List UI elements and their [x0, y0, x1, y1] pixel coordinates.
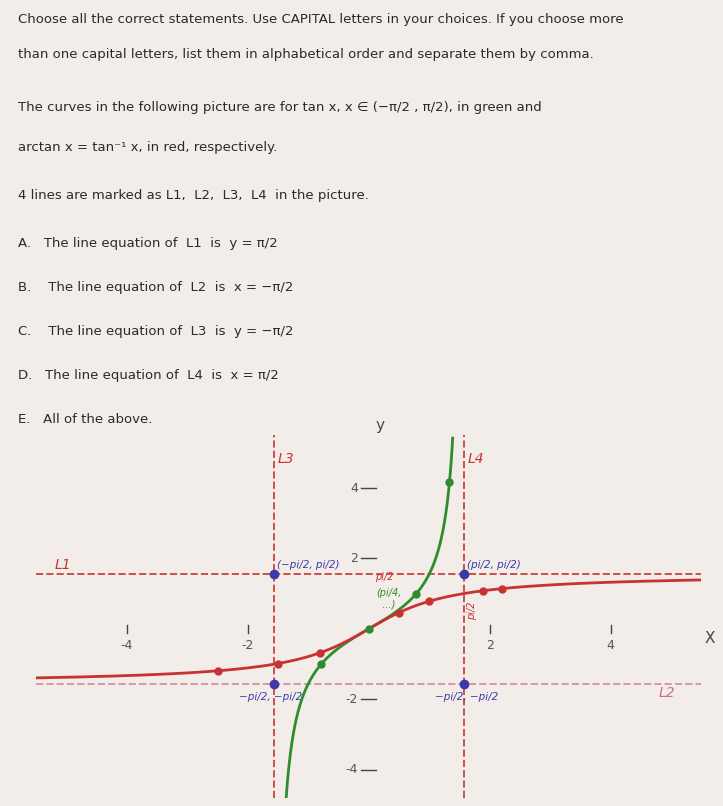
Text: -4: -4 — [346, 763, 358, 776]
Text: arctan x = tan⁻¹ x, in red, respectively.: arctan x = tan⁻¹ x, in red, respectively… — [18, 140, 278, 154]
Text: −pi/2, −pi/2: −pi/2, −pi/2 — [239, 692, 302, 702]
Text: (−pi/2, pi/2): (−pi/2, pi/2) — [278, 560, 340, 571]
Text: 2: 2 — [350, 552, 358, 565]
Text: pi/2: pi/2 — [375, 572, 393, 582]
Text: 4 lines are marked as L1,  L2,  L3,  L4  in the picture.: 4 lines are marked as L1, L2, L3, L4 in … — [18, 189, 369, 202]
Text: -4: -4 — [121, 639, 133, 652]
Text: pi/2: pi/2 — [467, 602, 476, 621]
Text: Choose all the correct statements. Use CAPITAL letters in your choices. If you c: Choose all the correct statements. Use C… — [18, 13, 624, 26]
Text: than one capital letters, list them in alphabetical order and separate them by c: than one capital letters, list them in a… — [18, 48, 594, 61]
Text: B.    The line equation of  L2  is  x = −π/2: B. The line equation of L2 is x = −π/2 — [18, 281, 294, 294]
Text: −pi/2, −pi/2: −pi/2, −pi/2 — [435, 692, 498, 702]
Text: 4: 4 — [350, 481, 358, 495]
Text: (pi/2, pi/2): (pi/2, pi/2) — [467, 560, 521, 571]
Text: -2: -2 — [241, 639, 254, 652]
Text: L3: L3 — [278, 452, 294, 467]
Text: -2: -2 — [346, 693, 358, 706]
Text: 2: 2 — [486, 639, 494, 652]
Text: A.   The line equation of  L1  is  y = π/2: A. The line equation of L1 is y = π/2 — [18, 237, 278, 250]
Text: L2: L2 — [659, 686, 675, 700]
Text: The curves in the following picture are for tan x, x ∈ (−π/2 , π/2), in green an: The curves in the following picture are … — [18, 101, 542, 114]
Text: E.   All of the above.: E. All of the above. — [18, 413, 153, 426]
Text: L4: L4 — [468, 452, 484, 467]
Text: C.    The line equation of  L3  is  y = −π/2: C. The line equation of L3 is y = −π/2 — [18, 325, 294, 338]
Text: X: X — [704, 631, 715, 646]
Text: 4: 4 — [607, 639, 615, 652]
Text: L1: L1 — [54, 559, 71, 572]
Text: y: y — [375, 418, 384, 434]
Text: D.   The line equation of  L4  is  x = π/2: D. The line equation of L4 is x = π/2 — [18, 369, 279, 382]
Text: (pi/4,
  ...): (pi/4, ...) — [376, 588, 401, 609]
